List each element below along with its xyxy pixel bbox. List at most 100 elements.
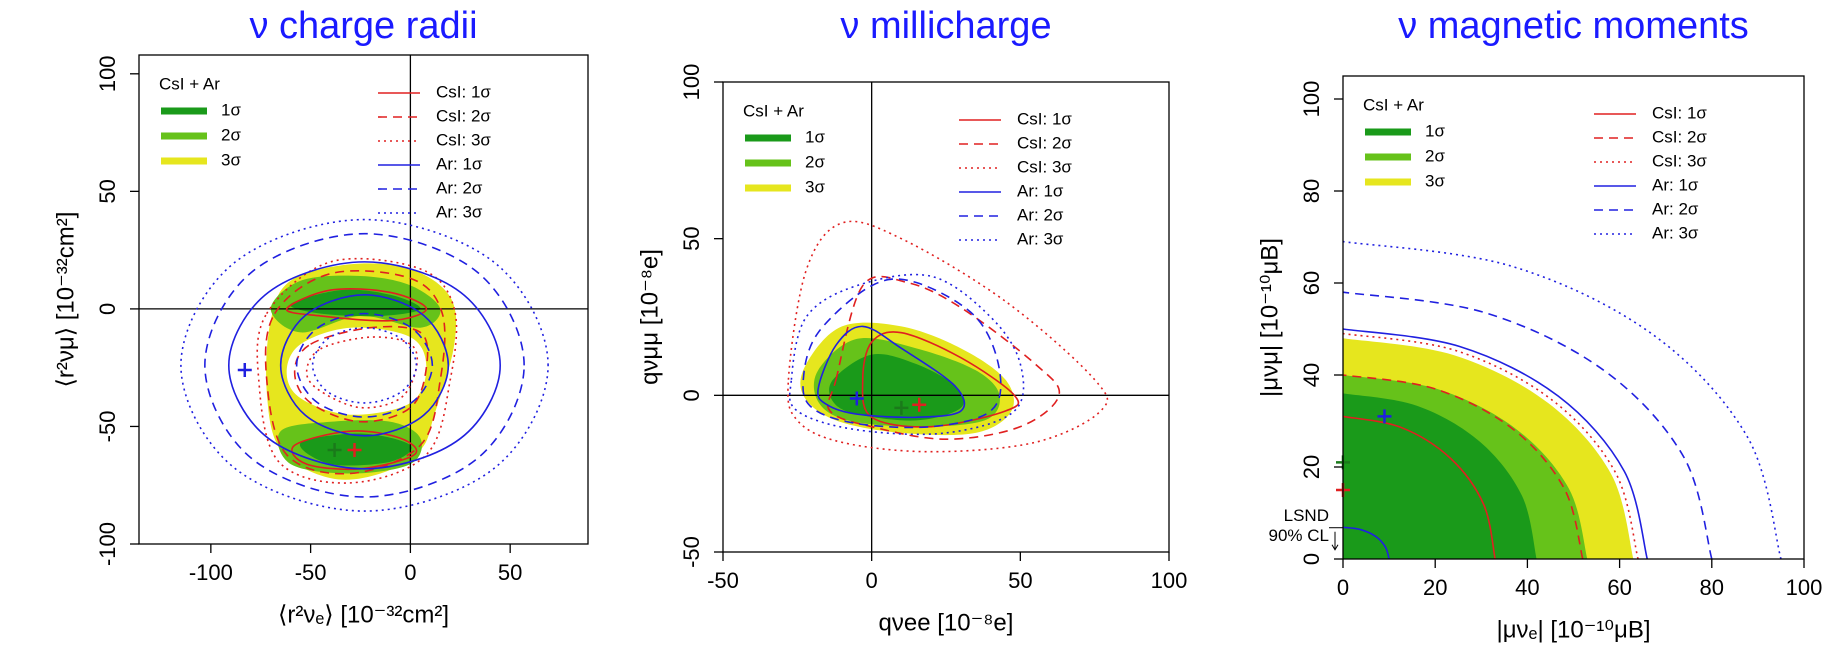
y-tick-label: 20	[1299, 455, 1324, 479]
y-tick-label: 0	[1299, 553, 1324, 565]
x-tick-label: 100	[1786, 575, 1823, 600]
y-tick-label: -50	[95, 411, 120, 443]
limit-arrow	[1331, 531, 1339, 551]
confidence-region	[290, 289, 421, 466]
y-tick-label: 100	[1299, 81, 1324, 118]
plot-area	[139, 55, 588, 544]
legend-label: CsI: 2σ	[436, 106, 491, 125]
plot-frame	[138, 54, 589, 545]
x-tick-label: 0	[404, 560, 416, 585]
legend-label: 2σ	[221, 125, 241, 144]
y-tick-label: -50	[679, 536, 704, 568]
chart-title: ν magnetic moments	[1398, 5, 1749, 47]
x-axis-label: ⟨r²νₑ⟩ [10⁻³²cm²]	[278, 601, 449, 628]
legend-label: CsI: 3σ	[1017, 157, 1072, 176]
contour-line	[1343, 415, 1496, 559]
x-tick-label: -50	[295, 560, 327, 585]
legend-label: 3σ	[805, 177, 825, 196]
legend-label: 1σ	[1425, 121, 1445, 140]
x-tick-label: 20	[1423, 575, 1447, 600]
contour-line	[227, 261, 501, 470]
legend-label: 2σ	[1425, 146, 1445, 165]
x-tick-label: -100	[189, 560, 233, 585]
y-tick-label: 50	[679, 226, 704, 250]
best-fit-marker	[327, 442, 342, 457]
contour-line	[1343, 332, 1639, 559]
legend-label: CsI: 1σ	[1017, 109, 1072, 128]
legend-label: 3σ	[1425, 171, 1445, 190]
x-tick-label: 100	[1151, 568, 1188, 593]
y-axis-label: |μνμ| [10⁻¹⁰μB]	[1256, 238, 1283, 397]
x-tick-label: 0	[866, 568, 878, 593]
plot-frame	[722, 81, 1170, 553]
y-tick-label: 100	[679, 64, 704, 101]
y-tick-label: 100	[95, 55, 120, 92]
y-tick-label: 0	[95, 303, 120, 315]
contour-line	[264, 270, 446, 475]
legend-label: Ar: 2σ	[436, 178, 483, 197]
x-axis-label: |μνₑ| [10⁻¹⁰μB]	[1496, 616, 1650, 643]
y-tick-label: -100	[95, 522, 120, 566]
contour-line	[1343, 291, 1713, 559]
x-tick-label: 60	[1607, 575, 1631, 600]
y-tick-label: 40	[1299, 363, 1324, 387]
legend-label: Ar: 1σ	[1017, 181, 1064, 200]
y-tick-label: 50	[95, 179, 120, 203]
y-tick-label: 60	[1299, 271, 1324, 295]
annotation: 90% CL	[1269, 526, 1329, 545]
legend-label: CsI: 1σ	[436, 82, 491, 101]
y-axis-label: ⟨r²νμ⟩ [10⁻³²cm²]	[52, 212, 79, 388]
x-tick-label: 50	[1008, 568, 1032, 593]
chart-title: ν millicharge	[840, 5, 1051, 47]
contour-line	[861, 331, 1020, 428]
legend-label: CsI: 2σ	[1652, 127, 1707, 146]
contour-line	[204, 232, 525, 498]
legend-label: Ar: 1σ	[436, 154, 483, 173]
legend-label: CsI: 3σ	[1652, 151, 1707, 170]
legend-label: CsI: 1σ	[1652, 103, 1707, 122]
legend-label: Ar: 2σ	[1017, 205, 1064, 224]
best-fit-marker	[894, 400, 909, 415]
contour-line	[787, 220, 1109, 453]
legend-label: Ar: 2σ	[1652, 199, 1699, 218]
annotation: LSND	[1284, 506, 1329, 525]
best-fit-marker	[1377, 409, 1392, 424]
x-tick-label: 80	[1700, 575, 1724, 600]
legend-label: 1σ	[221, 100, 241, 119]
chart-title: ν charge radii	[249, 5, 477, 47]
contour-line	[285, 288, 428, 471]
best-fit-marker	[849, 391, 864, 406]
legend-label: 1σ	[805, 127, 825, 146]
best-fit-marker	[347, 442, 362, 457]
x-tick-label: 40	[1515, 575, 1539, 600]
best-fit-marker	[237, 363, 252, 378]
legend-label: 2σ	[805, 152, 825, 171]
best-fit-marker	[912, 397, 927, 412]
legend-label: CsI: 3σ	[436, 130, 491, 149]
contour-line	[817, 325, 966, 419]
y-tick-label: 0	[679, 389, 704, 401]
legend-label: Ar: 1σ	[1652, 175, 1699, 194]
x-tick-label: 50	[498, 560, 522, 585]
plot-area	[1343, 240, 1782, 559]
x-tick-label: -50	[707, 568, 739, 593]
legend-title: CsI + Ar	[743, 101, 804, 120]
plot-frame	[1342, 75, 1805, 560]
contour-line	[788, 273, 1025, 436]
x-tick-label: 0	[1337, 575, 1349, 600]
contour-line	[180, 218, 549, 512]
legend-title: CsI + Ar	[1363, 95, 1424, 114]
y-tick-label: 80	[1299, 179, 1324, 203]
legend-label: Ar: 3σ	[1017, 229, 1064, 248]
plot-area	[723, 82, 1169, 552]
y-axis-label: qνμμ [10⁻⁸e]	[636, 249, 663, 385]
confidence-region	[270, 275, 441, 474]
legend-label: 3σ	[221, 150, 241, 169]
legend-label: Ar: 3σ	[1652, 223, 1699, 242]
x-axis-label: qνee [10⁻⁸e]	[879, 609, 1014, 636]
legend-label: Ar: 3σ	[436, 202, 483, 221]
contour-line	[1343, 328, 1649, 559]
legend-title: CsI + Ar	[159, 74, 220, 93]
legend-label: CsI: 2σ	[1017, 133, 1072, 152]
